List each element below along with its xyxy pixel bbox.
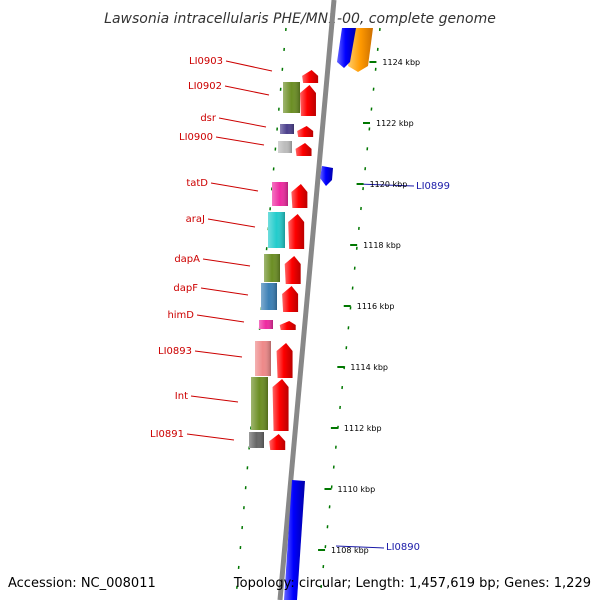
tick-label-1118: 1118 kbp (363, 241, 401, 250)
gene-LI0899 (320, 166, 333, 186)
gene-araJ (288, 214, 305, 249)
gene-label-LI0893: LI0893 (158, 346, 192, 357)
cog-shade-LI0900 (278, 141, 292, 153)
gene-dapA (284, 256, 301, 284)
label-line-himD (196, 314, 245, 323)
label-line-LI0893 (194, 350, 243, 358)
cog-shade-dapF (261, 283, 277, 310)
tick-label-1116: 1116 kbp (357, 302, 395, 311)
tick-label-1114: 1114 kbp (350, 363, 388, 372)
genome-stats-text: Topology: circular; Length: 1,457,619 bp… (233, 576, 591, 591)
map-title: Lawsonia intracellularis PHE/MN1-00, com… (104, 11, 496, 27)
gene-label-LI0890: LI0890 (386, 542, 420, 553)
outer-guide-ring (319, 27, 381, 599)
cog-shade-dapA (264, 254, 280, 282)
gene-label-LI0891: LI0891 (150, 429, 184, 440)
tick-label-1108: 1108 kbp (331, 546, 369, 555)
gene-label-LI0902: LI0902 (188, 81, 222, 92)
gene-label-himD: himD (167, 310, 194, 321)
gene-LI0903 (302, 70, 319, 83)
cog-shade-dsr (280, 124, 294, 134)
tick-label-1120: 1120 kbp (370, 180, 408, 189)
gene-label-araJ: araJ (186, 214, 205, 225)
tick-label-1124: 1124 kbp (382, 58, 420, 67)
cog-shade-LI0891 (249, 432, 264, 448)
label-line-Int (190, 395, 239, 403)
label-line-LI0899 (357, 183, 415, 187)
reverse-gene-top (337, 28, 356, 68)
gene-label-tatD: tatD (186, 178, 208, 189)
gene-label-dapF: dapF (173, 283, 198, 294)
gene-Int (272, 379, 289, 431)
tick-label-1110: 1110 kbp (337, 485, 375, 494)
genome-backbone (277, 0, 337, 600)
cog-shade-araJ (268, 212, 285, 248)
gene-LI0893 (276, 343, 293, 378)
gene-label-LI0903: LI0903 (189, 56, 223, 67)
label-line-tatD (210, 182, 259, 192)
label-line-LI0902 (224, 85, 270, 96)
label-line-LI0903 (225, 60, 273, 72)
label-line-LI0900 (215, 136, 265, 146)
label-line-LI0890 (335, 545, 385, 549)
label-line-dapF (200, 287, 249, 296)
gene-label-LI0899: LI0899 (416, 181, 450, 192)
gene-LI0891 (269, 434, 286, 450)
tick-label-1112: 1112 kbp (344, 424, 382, 433)
label-line-dsr (218, 117, 267, 128)
cog-shade-LI0893 (255, 341, 271, 376)
gene-label-dsr: dsr (200, 113, 217, 124)
cog-shade-Int (251, 377, 268, 430)
inner-guide-ring (235, 27, 287, 599)
gene-label-dapA: dapA (174, 254, 200, 265)
gene-dapF (282, 286, 299, 312)
gene-himD (279, 321, 296, 330)
label-line-dapA (202, 258, 251, 267)
label-line-LI0891 (186, 433, 235, 441)
tick-label-1122: 1122 kbp (376, 119, 414, 128)
gene-LI0890 (284, 480, 305, 600)
label-line-araJ (207, 218, 256, 228)
cog-shade-LI0902 (283, 82, 300, 113)
cog-shade-tatD (272, 182, 288, 206)
orange-gene-top (348, 28, 373, 72)
gene-LI0902 (299, 85, 316, 116)
gene-LI0900 (295, 143, 312, 156)
gene-label-LI0900: LI0900 (179, 132, 213, 143)
gene-label-Int: Int (175, 391, 188, 402)
gene-dsr (297, 126, 314, 137)
accession-text: Accession: NC_008011 (8, 576, 156, 591)
cog-shade-himD (259, 320, 273, 329)
gene-tatD (291, 184, 308, 208)
